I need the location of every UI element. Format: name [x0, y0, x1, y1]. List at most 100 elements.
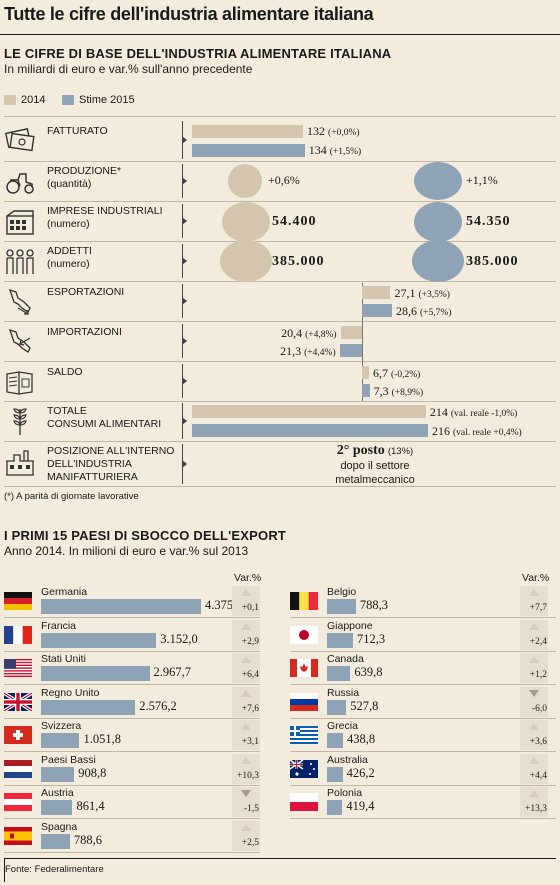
arrow-up-icon: [529, 656, 539, 663]
var-box: +2,4: [520, 619, 548, 650]
value-main: 216: [432, 424, 450, 438]
var-box: +10,3: [232, 753, 260, 784]
import-icon: [8, 328, 31, 353]
value-var: (+5,7%): [420, 308, 452, 318]
country-bar: [327, 766, 343, 782]
row-bracket: [182, 403, 188, 439]
bar-importazioni-2015: [339, 344, 362, 357]
label-line: (numero): [47, 218, 90, 230]
value-esportazioni-2014: 27,1 (+3,5%): [394, 286, 449, 301]
value-saldo-2015: 7,3 (+8,9%): [374, 384, 423, 399]
flag-icon: [4, 826, 32, 845]
var-value: -6,0: [531, 703, 547, 714]
value-var: (+8,9%): [391, 388, 424, 398]
legend-label-2015: Stime 2015: [79, 94, 135, 106]
row-label-esportazioni: ESPORTAZIONI: [47, 286, 125, 298]
row-label-importazioni: IMPORTAZIONI: [47, 326, 122, 338]
country-name: Austria: [41, 787, 74, 799]
var-value: +4,4: [529, 770, 547, 781]
row-label-addetti: ADDETTI (numero): [47, 245, 92, 271]
value-main: 134: [308, 143, 327, 157]
value-saldo-2014: 6,7 (-0,2%): [373, 366, 420, 381]
position-text: 2° posto (13%) dopo il settore metalmecc…: [300, 444, 450, 487]
row-divider: [290, 717, 556, 719]
value-var: (+4,4%): [304, 348, 336, 358]
value-produzione-2014: +0,6%: [268, 173, 300, 187]
row-divider: [290, 684, 556, 685]
var-box: -6,0: [520, 686, 548, 717]
blob-imprese-2014: [222, 202, 270, 242]
row-divider: [4, 281, 556, 282]
country-bar: [41, 599, 201, 614]
arrow-up-icon: [241, 756, 251, 764]
arrow-up-icon: [529, 790, 539, 797]
country-value: 788,6: [73, 832, 102, 847]
arrow-up-icon: [241, 622, 251, 630]
value-addetti-2015: 385.000: [466, 254, 519, 269]
var-value: +2,4: [529, 636, 547, 647]
value-main: 6,7: [373, 366, 389, 380]
country-value: 639,8: [354, 665, 383, 679]
row-label-produzione: PRODUZIONE* (quantità): [47, 165, 121, 191]
label-line: IMPRESE INDUSTRIALI: [47, 205, 163, 217]
row-bracket: [182, 324, 188, 358]
label-line: MANIFATTURIERA: [47, 471, 138, 483]
row-divider: [4, 401, 556, 402]
arrow-up-icon: [241, 589, 251, 596]
value-esportazioni-2015: 28,6 (+5,7%): [396, 304, 451, 319]
flag-icon: [4, 659, 32, 677]
arrow-up-icon: [529, 723, 539, 730]
var-value: +2,5: [241, 837, 259, 848]
row-bracket: [182, 364, 188, 398]
industry-icon: [6, 450, 34, 476]
value-fatturato-2014: 132 (+0,0%): [307, 124, 359, 139]
country-value: 712,3: [357, 631, 386, 646]
value-var: (+4,8%): [305, 330, 337, 340]
country-name: Australia: [327, 753, 368, 766]
country-value: 438,8: [347, 732, 376, 746]
country-name: Giappone: [327, 619, 373, 632]
country-name: Grecia: [327, 720, 358, 732]
bar-fatturato-2014: [192, 125, 304, 138]
row-bracket: [182, 121, 188, 159]
row-divider: [4, 617, 260, 618]
footnote: (*) A parità di giornate lavorative: [4, 491, 139, 502]
row-divider: [290, 818, 556, 819]
country-bar: [327, 733, 344, 748]
position-share: (13%): [387, 446, 414, 457]
main-title: Tutte le cifre dell'industria alimentare…: [4, 4, 374, 24]
row-divider: [4, 717, 260, 719]
value-var: (+1,5%): [329, 147, 362, 157]
value-var: (val. reale +0,4%): [453, 428, 522, 438]
var-box: +2,9: [232, 619, 260, 650]
flag-icon: [290, 625, 318, 644]
value-imprese-2014: 54.400: [272, 214, 317, 229]
row-divider: [4, 441, 556, 442]
row-divider: [290, 784, 556, 786]
bar-fatturato-2015: [192, 144, 305, 157]
arrow-up-icon: [241, 656, 251, 663]
blob-produzione-2015: [414, 162, 462, 200]
money-icon: [4, 128, 35, 152]
label-line: (numero): [47, 258, 90, 270]
country-name: Stati Uniti: [41, 653, 86, 665]
country-value: 861,4: [76, 799, 105, 813]
country-name: Polonia: [327, 787, 363, 799]
country-name: Paesi Bassi: [41, 753, 96, 766]
var-box: -1,5: [232, 787, 260, 817]
value-var: (+0,0%): [328, 128, 360, 138]
var-value: +10,3: [237, 770, 259, 781]
var-box: +7,7: [520, 586, 548, 616]
row-bracket: [182, 284, 188, 318]
country-value: 788,3: [359, 598, 388, 612]
country-name: Russia: [327, 686, 360, 699]
label-line: TOTALE: [47, 405, 87, 417]
value-main: 27,1: [394, 286, 416, 300]
value-totale-2015: 216 (val. reale +0,4%): [432, 424, 522, 439]
bar-totale-2014: [192, 405, 426, 418]
value-main: 21,3: [280, 344, 302, 358]
arrow-up-icon: [529, 756, 539, 764]
country-name: Spagna: [41, 820, 78, 833]
country-bar: [41, 699, 136, 715]
arrow-down-icon: [241, 790, 251, 797]
